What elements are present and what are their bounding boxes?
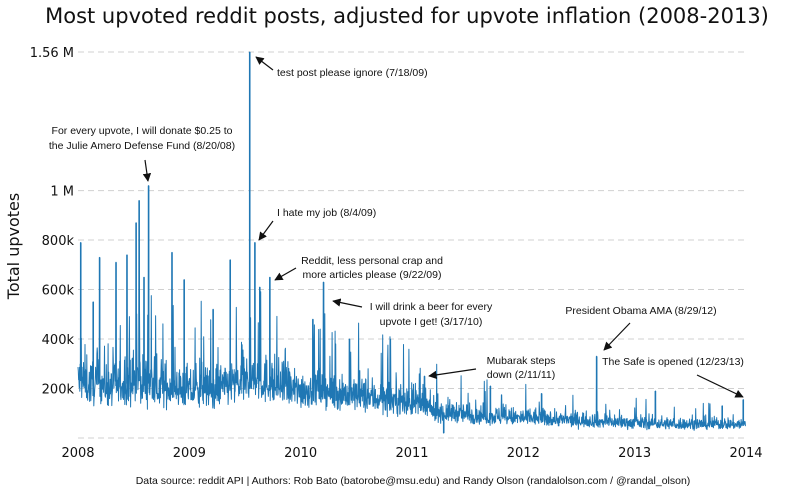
annotation-text: For every upvote, I will donate $0.25 to — [52, 125, 233, 137]
annotation-arrow — [258, 220, 274, 241]
y-axis-ticks: 200k 400k 600k 800k 1 M 1.56 M — [30, 46, 75, 398]
footer-credits: Data source: reddit API | Authors: Rob B… — [136, 475, 691, 487]
y-tick-label: 200k — [42, 383, 75, 398]
annotation-arrow — [274, 267, 297, 281]
annotation-test-post: test post please ignore (7/18/09) — [255, 56, 428, 79]
annotations: test post please ignore (7/18/09) For ev… — [49, 56, 744, 398]
x-tick-label: 2013 — [618, 446, 651, 461]
annotation-text: test post please ignore (7/18/09) — [277, 67, 428, 79]
series-line — [77, 51, 746, 434]
annotation-beer: I will drink a beer for every upvote I g… — [332, 298, 493, 328]
annotation-julie-amero: For every upvote, I will donate $0.25 to… — [49, 125, 235, 182]
annotation-text: Reddit, less personal crap and — [301, 255, 443, 267]
annotation-text: upvote I get! (3/17/10) — [380, 316, 483, 328]
chart-title: Most upvoted reddit posts, adjusted for … — [45, 4, 769, 28]
annotation-arrow — [428, 368, 477, 380]
annotation-arrow — [696, 374, 744, 398]
annotation-text: the Julie Amero Defense Fund (8/20/08) — [49, 140, 235, 152]
gridlines — [78, 51, 746, 439]
y-tick-label: 400k — [42, 333, 75, 348]
x-tick-label: 2011 — [395, 446, 428, 461]
y-tick-label: 600k — [42, 284, 75, 299]
annotation-safe-opened: The Safe is opened (12/23/13) — [602, 356, 744, 398]
annotation-mubarak: Mubarak steps down (2/11/11) — [428, 355, 556, 381]
y-tick-label: 1 M — [50, 185, 74, 200]
x-tick-label: 2008 — [61, 446, 94, 461]
annotation-text: I hate my job (8/4/09) — [277, 207, 376, 219]
annotation-text: Mubarak steps — [487, 355, 556, 367]
annotation-text: President Obama AMA (8/29/12) — [565, 305, 716, 317]
x-tick-label: 2014 — [729, 446, 762, 461]
annotation-less-personal-crap: Reddit, less personal crap and more arti… — [274, 255, 443, 281]
y-tick-label: 1.56 M — [30, 46, 74, 61]
x-axis-ticks: 2008 2009 2010 2011 2012 2013 2014 — [61, 446, 762, 461]
annotation-arrow — [603, 322, 631, 351]
annotation-arrow — [142, 159, 152, 182]
annotation-text: I will drink a beer for every — [370, 301, 493, 313]
annotation-text: The Safe is opened (12/23/13) — [602, 356, 744, 368]
spike-marks — [79, 52, 745, 434]
annotation-arrow — [255, 56, 274, 71]
y-axis-label: Total upvotes — [4, 193, 23, 300]
annotation-obama-ama: President Obama AMA (8/29/12) — [565, 305, 717, 351]
x-tick-label: 2009 — [173, 446, 206, 461]
y-tick-label: 800k — [42, 234, 75, 249]
annotation-arrow — [332, 298, 363, 308]
annotation-text: down (2/11/11) — [487, 369, 556, 381]
annotation-hate-job: I hate my job (8/4/09) — [258, 207, 376, 241]
x-tick-label: 2012 — [507, 446, 540, 461]
x-tick-label: 2010 — [284, 446, 317, 461]
annotation-text: more articles please (9/22/09) — [303, 269, 442, 281]
